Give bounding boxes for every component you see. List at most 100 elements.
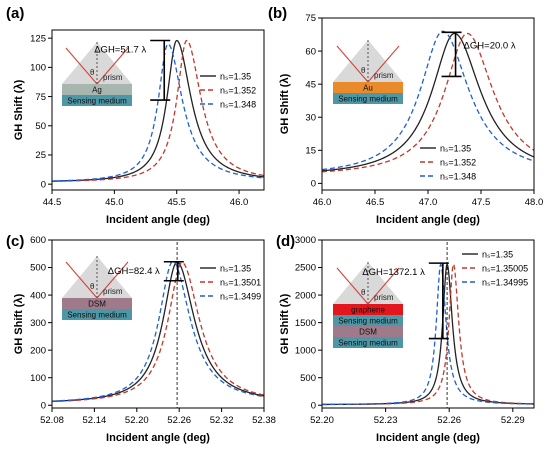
x-tick-label: 52.32: [210, 415, 234, 426]
panel-label: (c): [6, 233, 24, 250]
x-tick-label: 52.20: [310, 415, 334, 426]
y-tick-label: 60: [305, 46, 316, 57]
series-line-2: [52, 261, 264, 403]
y-axis-label: GH Shift (λ): [279, 293, 291, 354]
y-tick-label: 400: [30, 290, 46, 301]
x-tick-label: 46.0: [230, 197, 249, 208]
y-tick-label: 75: [35, 92, 46, 103]
delta-gh-annotation: ΔGH=82.4 λ: [108, 266, 160, 277]
legend-entry: nₛ=1.3501: [220, 278, 261, 288]
x-tick-label: 45.0: [105, 197, 124, 208]
x-tick-label: 52.08: [40, 415, 64, 426]
y-tick-label: 2500: [295, 263, 316, 274]
inset-layer-label: Ag: [92, 86, 102, 95]
legend-entry: nₛ=1.348: [440, 172, 476, 182]
y-axis-label: GH Shift (λ): [13, 293, 25, 354]
delta-gh-bracket: ΔGH=51.7 λ: [94, 39, 171, 101]
delta-gh-bracket: ΔGH=1372.1 λ: [362, 262, 449, 340]
reflected-ray: [367, 45, 400, 83]
legend-entry: nₛ=1.35005: [482, 264, 528, 274]
theta-label: θ: [90, 282, 95, 291]
curves: [52, 39, 264, 182]
y-tick-label: 200: [30, 345, 46, 356]
x-tick-label: 52.38: [252, 415, 276, 426]
legend: nₛ=1.35 nₛ=1.3501 nₛ=1.3499: [200, 264, 261, 302]
delta-gh-annotation: ΔGH=20.0 λ: [464, 40, 516, 51]
y-tick-label: 25: [35, 150, 46, 161]
y-tick-label: 45: [305, 79, 316, 90]
panel-label: (b): [268, 5, 287, 22]
inset-layer: [333, 93, 403, 104]
y-tick-label: 3000: [295, 235, 316, 246]
inset-layer-label: Sensing medium: [338, 339, 398, 348]
theta-label: θ: [361, 288, 366, 297]
incident-ray: [65, 47, 98, 85]
x-tick-label: 52.23: [374, 415, 398, 426]
y-tick-label: 0: [311, 400, 316, 411]
y-tick-label: 50: [35, 121, 46, 132]
legend-entry: nₛ=1.352: [440, 158, 476, 168]
inset-layer-label: DSM: [88, 300, 106, 309]
theta-label: θ: [361, 66, 366, 75]
y-tick-label: 1000: [295, 345, 316, 356]
legend: nₛ=1.35 nₛ=1.352 nₛ=1.348: [420, 144, 476, 182]
x-tick-label: 47.5: [472, 197, 491, 208]
plot-frame: [51, 239, 265, 409]
inset-layer: [62, 95, 132, 106]
x-tick-label: 45.5: [167, 197, 186, 208]
delta-gh-bracket: ΔGH=82.4 λ: [108, 260, 184, 282]
prism-label: prism: [103, 73, 123, 82]
y-tick-label: 500: [30, 263, 46, 274]
panel-label: (d): [276, 233, 295, 250]
prism-label: prism: [374, 293, 394, 302]
y-tick-label: 500: [300, 373, 316, 384]
delta-gh-annotation: ΔGH=51.7 λ: [94, 45, 146, 56]
y-tick-label: 100: [30, 63, 46, 74]
x-tick-label: 52.26: [437, 415, 461, 426]
series-line-3: [322, 262, 534, 406]
reflected-ray: [96, 261, 129, 299]
inset-layer-label: Sensing medium: [67, 97, 127, 106]
series-line-2: [52, 39, 264, 182]
y-tick-label: 30: [305, 112, 316, 123]
y-tick-label: 300: [30, 318, 46, 329]
y-axis-label: GH Shift (λ): [279, 73, 291, 134]
curves: [52, 260, 264, 403]
y-tick-label: 2000: [295, 290, 316, 301]
legend: nₛ=1.35 nₛ=1.352 nₛ=1.348: [200, 72, 256, 110]
inset-layer-label: Sensing medium: [338, 317, 398, 326]
x-tick-label: 52.29: [501, 415, 525, 426]
x-tick-label: 48.0: [525, 197, 544, 208]
x-axis-label: Incident angle (deg): [106, 432, 210, 444]
curves: [322, 262, 534, 406]
series-line-2: [322, 32, 534, 173]
prism-label: prism: [103, 287, 123, 296]
legend-entry: nₛ=1.35: [220, 264, 251, 274]
series-line-1: [322, 32, 534, 172]
inset-layer-label: graphene: [351, 306, 385, 315]
inset-layer: [333, 304, 403, 315]
x-tick-label: 44.5: [43, 197, 62, 208]
y-tick-label: 0: [41, 179, 46, 190]
plot-frame: [51, 29, 265, 191]
inset-layer: [62, 84, 132, 95]
legend-entry: nₛ=1.352: [220, 86, 256, 96]
legend-entry: nₛ=1.35: [440, 144, 471, 154]
x-tick-label: 47.0: [419, 197, 438, 208]
y-tick-label: 75: [305, 13, 316, 24]
legend-entry: nₛ=1.348: [220, 100, 256, 110]
inset-layer-label: Sensing medium: [67, 311, 127, 320]
legend-entry: nₛ=1.34995: [482, 278, 528, 288]
inset-layer-label: Sensing medium: [338, 95, 398, 104]
plot-frame: [321, 239, 535, 409]
incident-ray: [336, 45, 369, 83]
x-axis-label: Incident angle (deg): [376, 214, 480, 226]
inset-layer: [333, 337, 403, 348]
